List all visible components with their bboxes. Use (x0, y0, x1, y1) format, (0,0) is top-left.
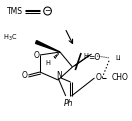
Text: O: O (33, 50, 39, 60)
Polygon shape (36, 41, 60, 52)
Text: H: H (45, 60, 50, 66)
Text: −: − (44, 7, 51, 15)
Text: H: H (83, 53, 88, 59)
Text: =O: =O (88, 53, 101, 61)
Text: Ph: Ph (64, 98, 73, 107)
Text: O: O (22, 71, 28, 79)
Text: N: N (56, 72, 62, 80)
Text: O: O (95, 73, 101, 83)
Text: TMS: TMS (7, 7, 23, 15)
Text: CHO: CHO (112, 73, 129, 83)
Text: H$_3$C: H$_3$C (3, 33, 17, 43)
Text: Li: Li (116, 55, 121, 61)
